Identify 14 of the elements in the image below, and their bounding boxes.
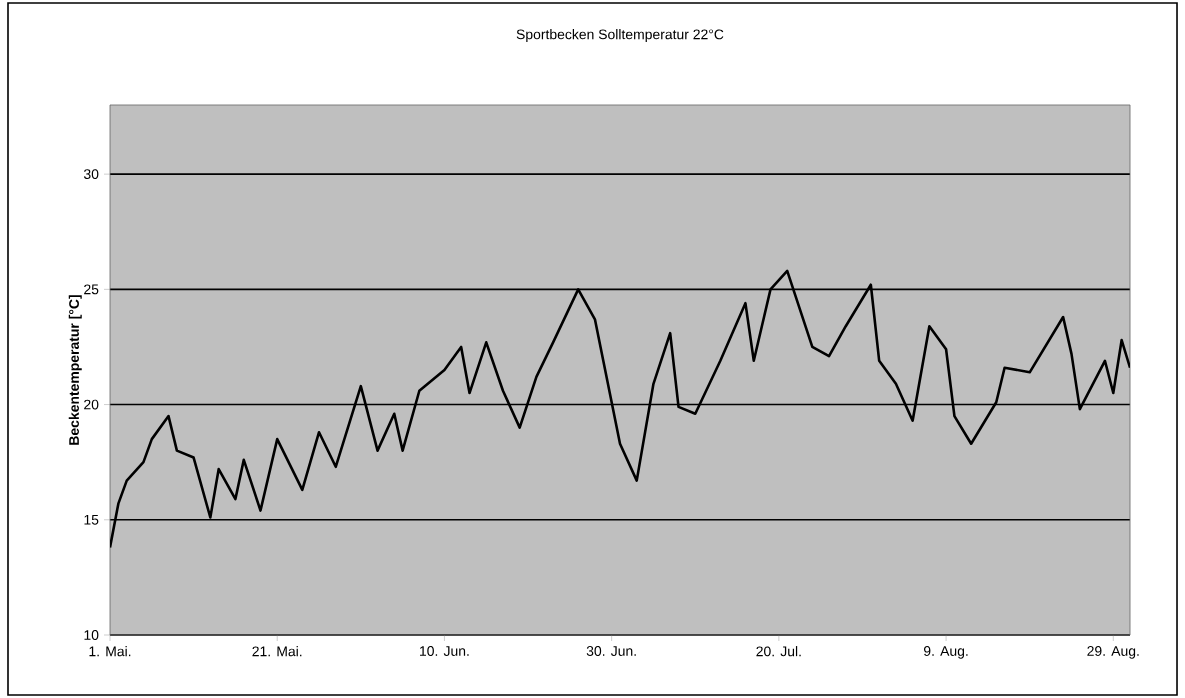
- x-tick-label: 10. Jun.: [420, 646, 469, 656]
- y-tick-label: 15: [84, 514, 99, 525]
- x-tick-label: 29. Aug.: [1087, 646, 1139, 659]
- y-tick-label: 25: [84, 284, 99, 295]
- x-tick-label: 9. Aug.: [923, 646, 968, 659]
- y-tick-label: 30: [83, 169, 99, 180]
- x-tick-label: 1. Mai.: [89, 646, 131, 657]
- x-tick-label: 20. Jul.: [756, 646, 801, 657]
- y-tick-label: 10: [84, 630, 99, 640]
- chart-title: Sportbecken Solltemperatur 22°C: [516, 29, 724, 43]
- x-tick-label: 30. Jun.: [586, 646, 636, 656]
- y-axis-title: Beckentemperatur [°C]: [68, 295, 82, 445]
- x-tick-label: 21. Mai.: [252, 646, 302, 657]
- y-tick-label: 20: [84, 399, 99, 410]
